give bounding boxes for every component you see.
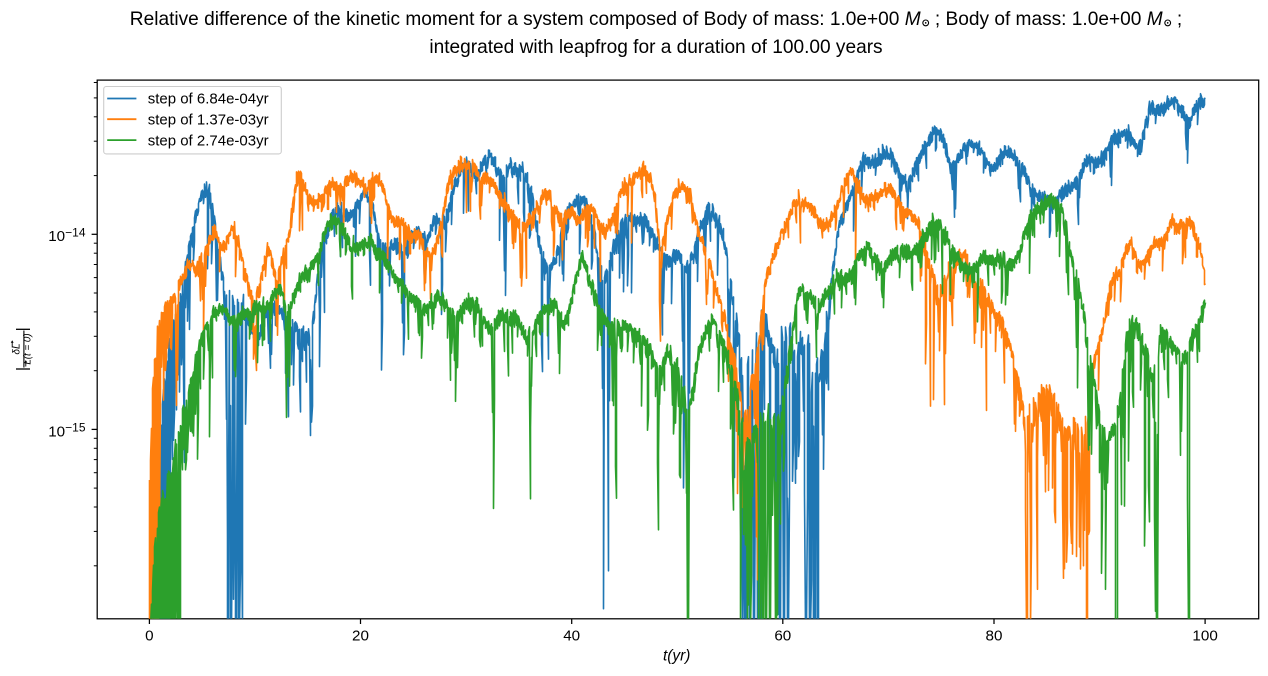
svg-text:step of 1.37e-03yr: step of 1.37e-03yr — [148, 111, 269, 128]
svg-text:60: 60 — [774, 628, 791, 645]
svg-text:M: M — [905, 9, 921, 30]
svg-text:δL: δL — [11, 343, 22, 354]
svg-text:;: ; — [1172, 9, 1183, 30]
svg-text:40: 40 — [563, 628, 580, 645]
svg-text:t(yr): t(yr) — [663, 648, 690, 665]
svg-text:0: 0 — [145, 628, 153, 645]
svg-text:20: 20 — [352, 628, 369, 645]
svg-text:80: 80 — [986, 628, 1003, 645]
svg-text:100: 100 — [1192, 628, 1217, 645]
svg-text:; Body of mass: 1.0e+00: ; Body of mass: 1.0e+00 — [930, 9, 1147, 30]
svg-text:integrated with leapfrog for a: integrated with leapfrog for a duration … — [429, 37, 882, 58]
svg-text:Relative difference of the kin: Relative difference of the kinetic momen… — [130, 9, 905, 30]
svg-text:step of 2.74e-03yr: step of 2.74e-03yr — [148, 132, 269, 149]
svg-text:L(t = 0): L(t = 0) — [23, 333, 34, 364]
svg-text:step of 6.84e-04yr: step of 6.84e-04yr — [148, 91, 269, 108]
svg-text:M: M — [1147, 9, 1163, 30]
